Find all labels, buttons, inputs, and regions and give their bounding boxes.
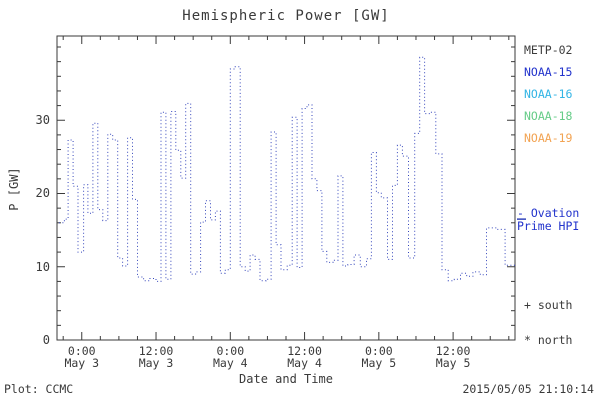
- x-tick-date: May 4: [287, 356, 322, 370]
- legend-item-noaa-18: NOAA-18: [524, 109, 573, 123]
- x-tick-time: 0:00: [216, 344, 245, 358]
- y-tick-label: 20: [35, 186, 50, 201]
- x-tick-label: 0:00 May 3: [50, 345, 114, 369]
- x-axis-title: Date and Time: [239, 372, 333, 386]
- north-marker-label: * north: [524, 333, 573, 347]
- south-marker-label: + south: [524, 298, 573, 312]
- legend-item-noaa-16: NOAA-16: [524, 87, 573, 101]
- satellite-legend: METP-02 NOAA-15 NOAA-16 NOAA-18 NOAA-19: [524, 44, 572, 145]
- x-tick-date: May 4: [212, 356, 248, 370]
- chart-title: Hemispheric Power [GW]: [182, 8, 390, 24]
- ovation-label-line1: - Ovation: [517, 206, 580, 220]
- y-tick-label: 0: [42, 333, 50, 347]
- legend-item-metp-02: METP-02: [524, 43, 573, 57]
- x-tick-date: May 5: [435, 356, 471, 370]
- ovation-label-line2: Prime HPI: [517, 219, 580, 233]
- plot-frame: [56, 35, 516, 341]
- x-tick-date: May 3: [64, 356, 100, 370]
- hpi-step-series: [58, 56, 515, 282]
- x-tick-time: 12:00: [435, 344, 471, 358]
- timestamp: 2015/05/05 21:10:14: [462, 382, 594, 396]
- y-tick-label: 10: [35, 259, 50, 274]
- x-tick-label: 0:00 May 4: [198, 345, 262, 369]
- ovation-prime-hpi-label: - Ovation Prime HPI: [517, 207, 579, 233]
- x-tick-time: 12:00: [287, 344, 322, 358]
- x-tick-label: 12:00 May 3: [124, 345, 188, 369]
- x-tick-time: 0:00: [67, 344, 96, 358]
- x-tick-time: 0:00: [364, 344, 393, 358]
- x-tick-label: 12:00 May 5: [421, 345, 485, 369]
- x-tick-date: May 5: [361, 356, 397, 370]
- x-tick-label: 0:00 May 5: [347, 345, 411, 369]
- y-tick-label: 30: [35, 113, 50, 128]
- legend-item-noaa-19: NOAA-19: [524, 131, 573, 145]
- plot-credit: Plot: CCMC: [4, 382, 74, 396]
- x-tick-date: May 3: [138, 356, 174, 370]
- x-tick-time: 12:00: [138, 344, 174, 358]
- x-tick-label: 12:00 May 4: [273, 345, 337, 369]
- legend-item-noaa-15: NOAA-15: [524, 65, 573, 79]
